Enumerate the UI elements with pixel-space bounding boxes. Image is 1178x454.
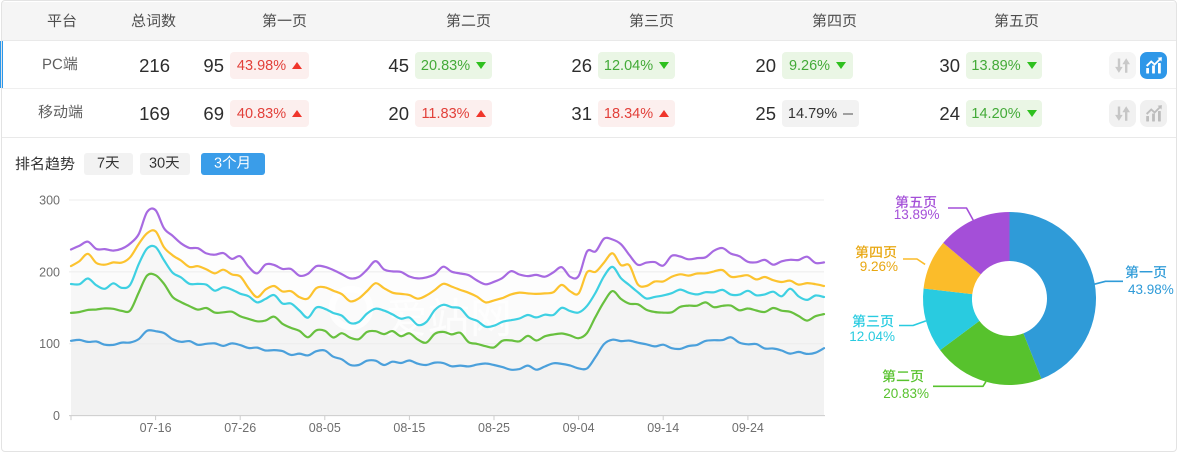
svg-text:0: 0 xyxy=(53,409,60,423)
svg-text:200: 200 xyxy=(39,265,60,279)
svg-text:09-24: 09-24 xyxy=(732,421,764,435)
svg-text:100: 100 xyxy=(39,337,60,351)
svg-text:08-25: 08-25 xyxy=(478,421,510,435)
svg-text:09-04: 09-04 xyxy=(563,421,595,435)
svg-text:08-05: 08-05 xyxy=(309,421,341,435)
svg-text:07-16: 07-16 xyxy=(140,421,172,435)
svg-text:07-26: 07-26 xyxy=(224,421,256,435)
svg-text:300: 300 xyxy=(39,194,60,208)
svg-text:09-14: 09-14 xyxy=(647,421,679,435)
svg-text:08-15: 08-15 xyxy=(393,421,425,435)
